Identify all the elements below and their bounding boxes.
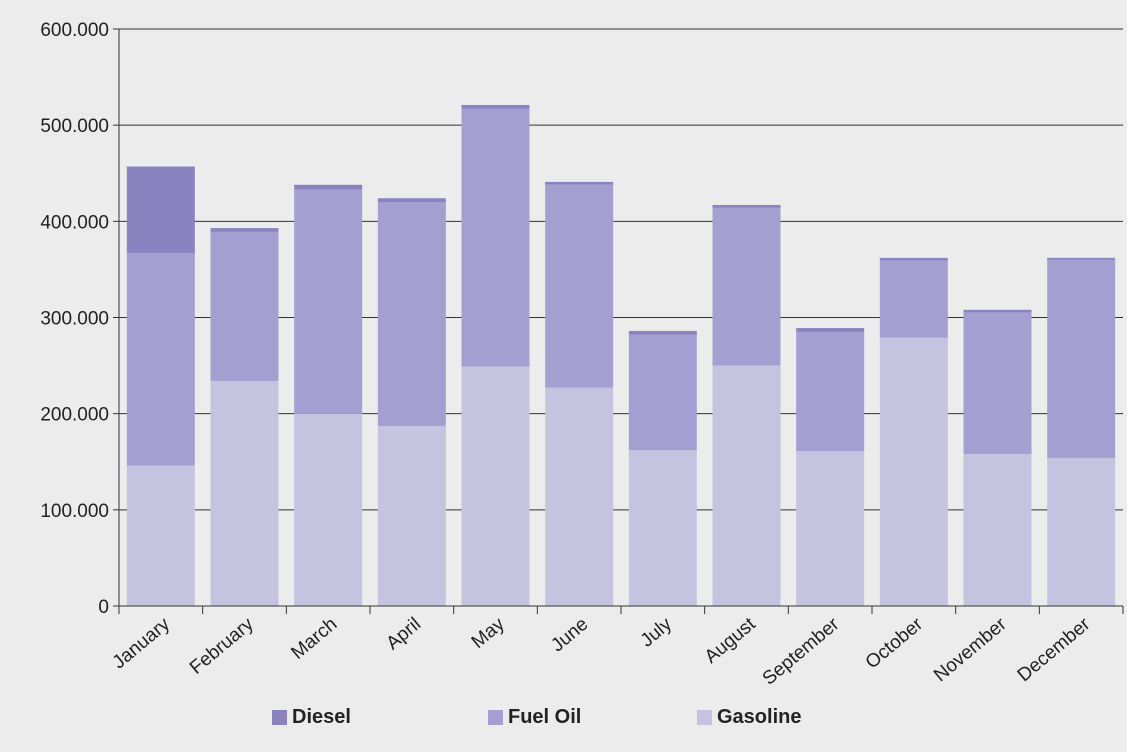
bar-fuel-oil-october bbox=[879, 260, 948, 338]
x-tick-label-january: January bbox=[109, 613, 175, 673]
legend-item-diesel: Diesel bbox=[272, 706, 351, 729]
bar-gasoline-april bbox=[377, 426, 446, 606]
y-tick-label-4: 400.000 bbox=[40, 212, 109, 233]
legend-swatch-gasoline bbox=[697, 710, 712, 725]
legend-item-gasoline: Gasoline bbox=[697, 706, 801, 729]
bar-diesel-october bbox=[879, 257, 948, 261]
bar-diesel-june bbox=[545, 181, 614, 185]
legend-item-fuel-oil: Fuel Oil bbox=[488, 706, 581, 729]
legend-label-gasoline: Gasoline bbox=[717, 706, 802, 728]
bar-fuel-oil-may bbox=[461, 108, 530, 367]
x-tick-label-may: May bbox=[468, 613, 509, 652]
x-tick-label-october: October bbox=[862, 613, 928, 673]
bar-fuel-oil-november bbox=[963, 312, 1032, 455]
bar-diesel-november bbox=[963, 309, 1032, 313]
bar-diesel-april bbox=[377, 198, 446, 203]
y-tick-label-5: 500.000 bbox=[40, 116, 109, 137]
bar-fuel-oil-april bbox=[377, 202, 446, 427]
legend-label-fuel-oil: Fuel Oil bbox=[508, 706, 582, 728]
x-tick-label-december: December bbox=[1014, 613, 1095, 686]
bar-fuel-oil-march bbox=[294, 189, 363, 414]
x-tick-label-november: November bbox=[930, 613, 1011, 686]
x-tick-label-august: August bbox=[701, 613, 760, 668]
x-tick-label-september: September bbox=[759, 613, 844, 689]
bar-gasoline-december bbox=[1047, 457, 1116, 606]
y-tick-label-0: 0 bbox=[98, 597, 109, 618]
x-tick-label-february: February bbox=[186, 613, 258, 678]
bar-gasoline-november bbox=[963, 454, 1032, 606]
bar-gasoline-june bbox=[545, 387, 614, 606]
bar-gasoline-may bbox=[461, 366, 530, 606]
bar-diesel-august bbox=[712, 204, 781, 208]
x-tick-label-march: March bbox=[287, 614, 341, 664]
y-tick-label-2: 200.000 bbox=[40, 405, 109, 426]
bar-diesel-march bbox=[294, 184, 363, 190]
bar-gasoline-july bbox=[628, 450, 697, 606]
gridlines bbox=[119, 28, 1123, 511]
bar-diesel-may bbox=[461, 104, 530, 109]
y-tick-label-1: 100.000 bbox=[40, 501, 109, 522]
bar-gasoline-february bbox=[210, 380, 279, 606]
x-tick-label-april: April bbox=[382, 614, 425, 655]
bar-fuel-oil-january bbox=[126, 253, 195, 466]
y-axis-tick-labels: 0 100.000 200.000 300.000 400.000 500.000 600.… bbox=[40, 20, 109, 618]
axes bbox=[113, 28, 1124, 614]
bar-gasoline-march bbox=[294, 413, 363, 606]
x-tick-label-july: July bbox=[637, 613, 677, 651]
bar-diesel-january bbox=[126, 166, 195, 254]
bar-fuel-oil-december bbox=[1047, 259, 1116, 458]
bar-gasoline-january bbox=[126, 465, 195, 606]
x-tick-label-june: June bbox=[547, 614, 592, 657]
bar-fuel-oil-february bbox=[210, 231, 279, 381]
bar-gasoline-august bbox=[712, 365, 781, 606]
bar-diesel-december bbox=[1047, 257, 1116, 260]
legend-swatch-fuel-oil bbox=[488, 710, 503, 725]
bar-gasoline-october bbox=[879, 337, 948, 606]
bar-stacks bbox=[126, 104, 1116, 606]
bar-diesel-february bbox=[210, 228, 279, 232]
bar-gasoline-september bbox=[796, 451, 865, 606]
bar-diesel-september bbox=[796, 328, 865, 332]
x-axis-tick-labels: January February March April May June July Augu… bbox=[109, 613, 1095, 689]
bar-fuel-oil-august bbox=[712, 207, 781, 366]
bar-fuel-oil-june bbox=[545, 184, 614, 388]
y-tick-label-3: 300.000 bbox=[40, 309, 109, 330]
legend: Diesel Fuel Oil Gasoline bbox=[0, 704, 1127, 752]
bar-fuel-oil-july bbox=[628, 334, 697, 451]
y-tick-label-6: 600.000 bbox=[40, 20, 109, 41]
bar-diesel-july bbox=[628, 330, 697, 335]
legend-label-diesel: Diesel bbox=[292, 706, 351, 728]
legend-swatch-diesel bbox=[272, 710, 287, 725]
bar-fuel-oil-september bbox=[796, 331, 865, 452]
